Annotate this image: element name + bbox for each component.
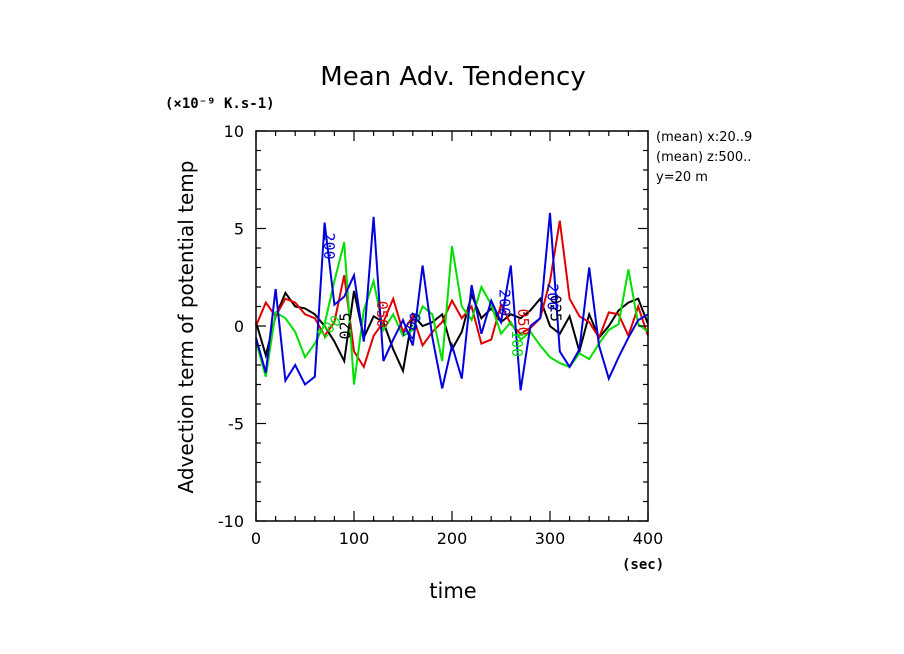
x-axis-label: time xyxy=(429,579,476,603)
x-tick-label-0: 0 xyxy=(251,529,261,548)
series-inline-label-5: 100 xyxy=(508,330,526,357)
y-axis-label: Advection term of potential temp xyxy=(174,161,198,494)
series-inline-label-9: 200 xyxy=(544,283,562,310)
tick-labels: 0 100 200 300 400 -10 -5 0 5 10 xyxy=(218,122,663,548)
series-inline-label-7: 200 xyxy=(399,310,425,342)
series-inline-label-2: 050 xyxy=(373,301,391,328)
x-tick-label-4: 400 xyxy=(633,529,664,548)
series-line-100-2 xyxy=(255,241,649,385)
series-inline-label-0: 025 xyxy=(337,312,355,339)
chart-title: Mean Adv. Tendency xyxy=(320,62,585,92)
y-tick-label-3: 5 xyxy=(234,220,244,239)
series-inline-label-3: 050 xyxy=(514,309,532,336)
x-unit-label: (sec) xyxy=(622,557,664,573)
axes-frame xyxy=(255,130,649,522)
note-x-mean: (mean) x:20..9 xyxy=(656,130,752,145)
series-inline-label-1: 025 xyxy=(546,295,564,322)
plot-frame xyxy=(255,130,649,522)
series-inline-label-6: 200 xyxy=(320,233,338,260)
x-tick-label-3: 300 xyxy=(535,529,566,548)
series-inline-label-8: 200 xyxy=(495,289,513,316)
y-tick-label-2: 0 xyxy=(234,317,244,336)
x-tick-label-1: 100 xyxy=(339,529,370,548)
y-tick-label-1: -5 xyxy=(228,415,244,434)
note-z-mean: (mean) z:500.. xyxy=(656,150,751,165)
note-y-position: y=20 m xyxy=(656,170,708,185)
y-unit-label: (×10⁻⁹ K.s-1) xyxy=(165,96,275,112)
y-tick-label-0: -10 xyxy=(218,512,244,531)
series-line-200-3 xyxy=(255,212,649,391)
y-tick-label-4: 10 xyxy=(224,122,244,141)
x-tick-label-2: 200 xyxy=(437,529,468,548)
series-layer xyxy=(255,212,649,391)
